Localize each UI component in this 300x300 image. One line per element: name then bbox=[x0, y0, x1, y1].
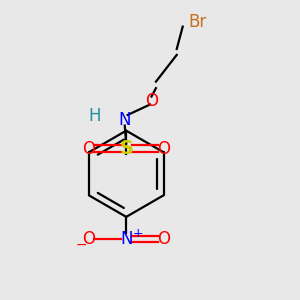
Text: N: N bbox=[118, 111, 131, 129]
Text: N: N bbox=[120, 230, 133, 248]
Text: −: − bbox=[76, 238, 88, 251]
Text: O: O bbox=[157, 230, 170, 248]
Text: O: O bbox=[145, 92, 158, 110]
Text: O: O bbox=[157, 140, 170, 158]
Text: O: O bbox=[82, 230, 96, 248]
Text: +: + bbox=[132, 227, 143, 240]
Text: H: H bbox=[89, 107, 101, 125]
Text: O: O bbox=[82, 140, 96, 158]
Text: S: S bbox=[119, 139, 133, 158]
Text: Br: Br bbox=[189, 13, 207, 31]
